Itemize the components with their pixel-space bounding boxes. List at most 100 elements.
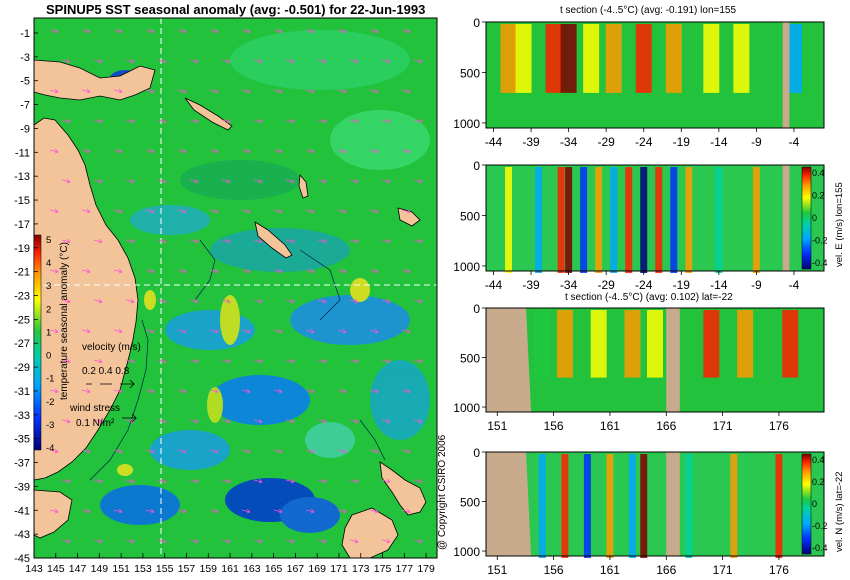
wind-arrow (157, 478, 167, 484)
wind-arrow (125, 298, 135, 304)
land-australia (33, 117, 139, 481)
lon-tick-label: 167 (287, 563, 305, 575)
wind-arrow (349, 478, 359, 484)
wind-arrow (61, 118, 71, 124)
anomaly-blob (350, 278, 370, 302)
x-tick-label: -19 (673, 135, 691, 149)
x-tick-label: -44 (485, 135, 503, 149)
wind-arrow (349, 358, 359, 364)
wind-arrow (93, 418, 103, 424)
anomaly-features (52, 30, 430, 533)
section-column (665, 24, 682, 93)
x-tick-label: -4 (789, 278, 800, 292)
y-tick-label: 1000 (453, 260, 480, 274)
wind-arrow (349, 238, 359, 244)
wind-arrow (241, 268, 251, 274)
section-column (715, 167, 723, 273)
lat-tick-label: -25 (14, 314, 30, 326)
panel-1-title: t section (-4..5°C) (avg: -0.191) lon=15… (560, 5, 737, 16)
wind-arrow (113, 388, 123, 394)
wind-arrow (253, 478, 263, 484)
wind-arrow (125, 358, 135, 364)
wind-arrow (189, 238, 199, 244)
wind-arrow (209, 508, 219, 514)
lon-tick-label: 147 (69, 563, 87, 575)
wind-arrow (273, 148, 283, 154)
wind-arrow (49, 448, 59, 454)
wind-arrow (157, 358, 167, 364)
landmasses (33, 59, 427, 559)
lat-tick-label: -31 (14, 386, 30, 398)
wind-arrow (285, 238, 295, 244)
y-tick-label: 500 (460, 209, 480, 223)
section-column (635, 24, 652, 93)
map-lat-axis: -1 -3 -5 -7 -9 -11 -13 -15 -17 -19 -21 -23 -25 -27 -29… (14, 28, 38, 565)
wind-arrow (113, 328, 123, 334)
lat-tick-label: -5 (20, 76, 30, 88)
wind-arrow (401, 388, 411, 394)
wind-arrow (413, 58, 423, 64)
wind-arrow (413, 358, 423, 364)
section-column (730, 454, 738, 558)
wind-arrow (145, 208, 155, 214)
land-nz-north (379, 461, 427, 516)
wind-arrow (241, 328, 251, 334)
wind-arrow (413, 178, 423, 184)
wind-arrow (61, 538, 71, 544)
wind-arrow (177, 328, 187, 334)
wind-arrow (145, 328, 155, 334)
wind-arrow (81, 388, 91, 394)
lon-tick-label: 151 (112, 563, 130, 575)
wind-arrow (381, 538, 391, 544)
wind-arrow (241, 148, 251, 154)
section-column (733, 24, 750, 93)
y-tick-label: 0 (473, 446, 480, 460)
section-column (647, 310, 663, 378)
section-column (590, 310, 607, 378)
velocity-colorbar-label: vel. N (m/s) lat=-22 (834, 471, 845, 552)
section-column (625, 167, 633, 273)
wind-arrow (285, 58, 295, 64)
wind-arrow (273, 88, 283, 94)
section-column (580, 167, 588, 273)
wind-arrow (305, 508, 315, 514)
lon-tick-label: 165 (265, 563, 283, 575)
section-column (535, 167, 543, 273)
wind-arrow (413, 118, 423, 124)
section-panel-vel-lat22: 0 500 1000 151 156 161 166 171 176 0.4 0.2 0 -0.2 -0.… (453, 446, 845, 577)
wind-arrow (209, 388, 219, 394)
lat-tick-label: -7 (20, 100, 30, 112)
wind-arrow (241, 448, 251, 454)
wind-arrow (145, 508, 155, 514)
wind-arrow (49, 208, 59, 214)
map-title: SPINUP5 SST seasonal anomaly (avg: -0.50… (46, 2, 426, 17)
anomaly-blob (230, 30, 410, 90)
contour-line (89, 319, 149, 481)
section-column (685, 167, 693, 273)
panel-background (486, 165, 824, 271)
wind-arrow (413, 238, 423, 244)
y-tick-label: 500 (460, 496, 480, 510)
wind-arrow (113, 268, 123, 274)
lon-tick-label: 153 (134, 563, 152, 575)
x-tick-label: -14 (710, 135, 728, 149)
velocity-colorbar-tick: -0.4 (812, 543, 828, 553)
wind-arrow (125, 478, 135, 484)
wind-arrow (317, 538, 327, 544)
lon-tick-label: 163 (243, 563, 261, 575)
wind-arrow (253, 298, 263, 304)
anomaly-blob (220, 295, 240, 345)
wind-arrow (401, 448, 411, 454)
wind-arrow (241, 208, 251, 214)
wind-arrow (413, 418, 423, 424)
map-colorbar-tick: -1 (46, 374, 54, 385)
wind-arrow (253, 178, 263, 184)
wind-arrow (337, 388, 347, 394)
wind-arrow (401, 508, 411, 514)
section-column (505, 167, 513, 273)
wind-arrow (305, 328, 315, 334)
wind-arrow (381, 118, 391, 124)
wind-arrow (253, 58, 263, 64)
anomaly-blob (117, 464, 133, 476)
wind-arrow (113, 148, 123, 154)
